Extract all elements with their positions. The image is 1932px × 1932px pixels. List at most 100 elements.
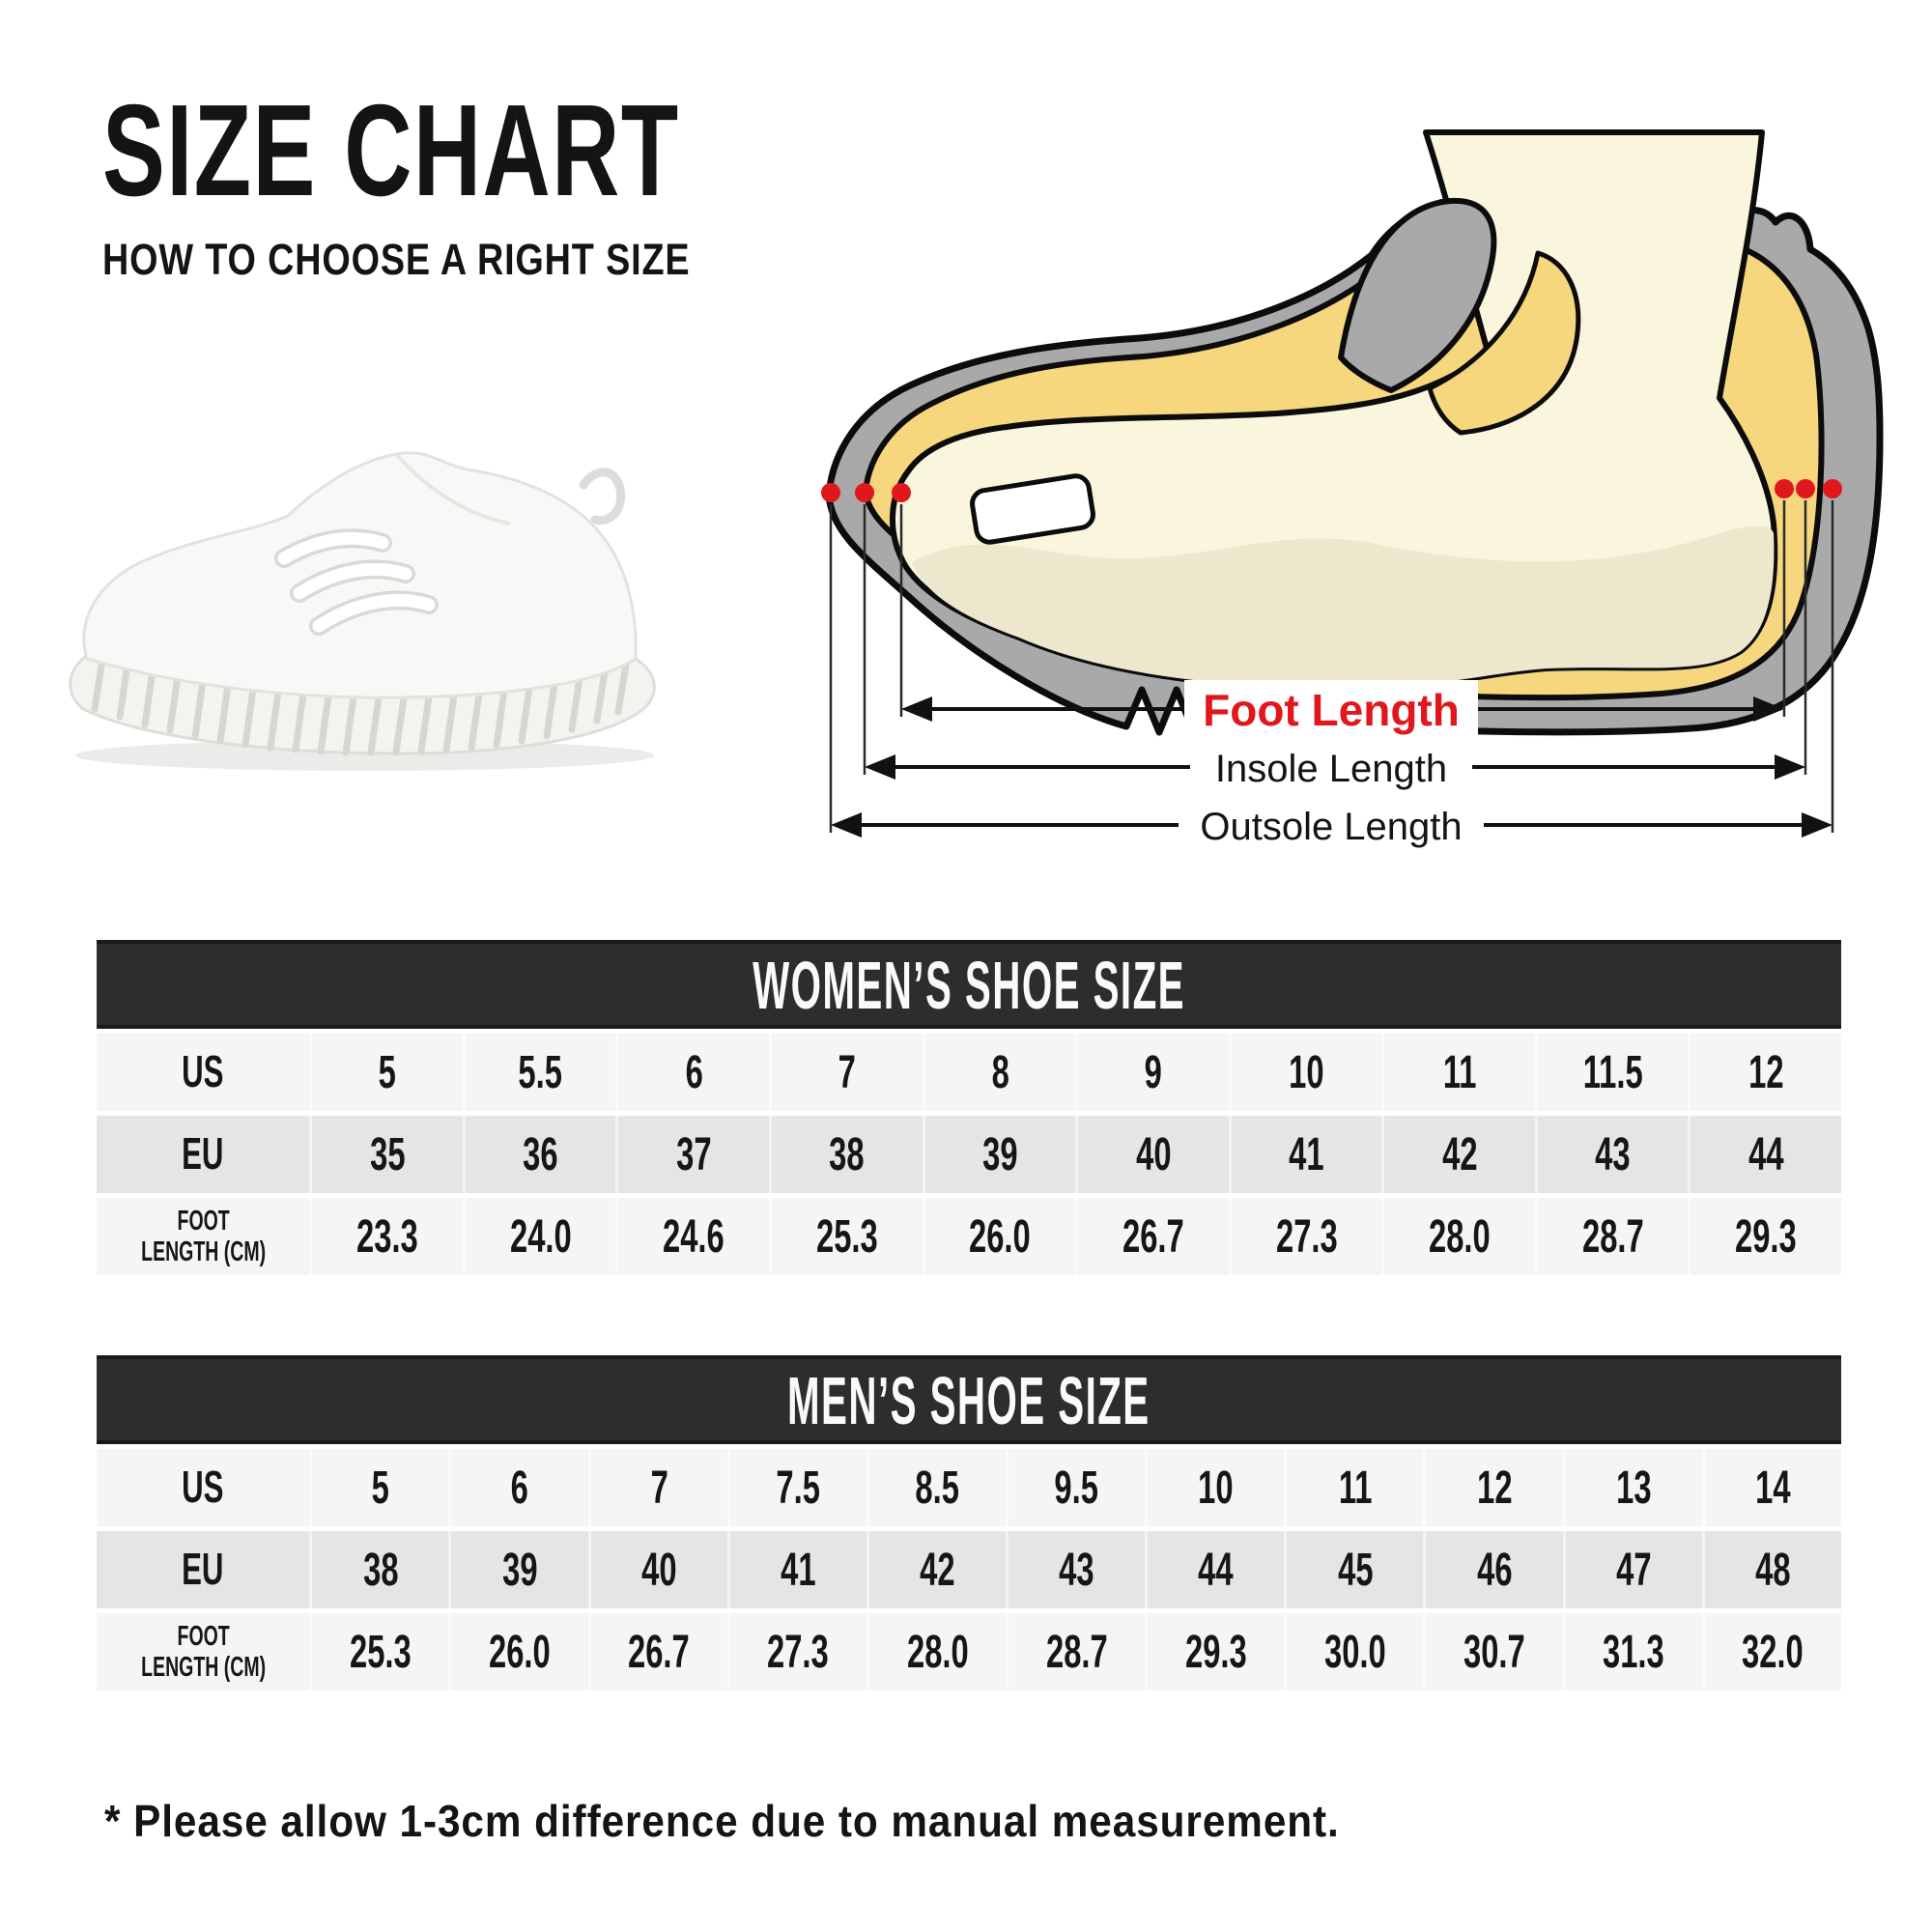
foot-length-arrowhead-right (1753, 696, 1784, 722)
size-cell: 28.7 (1006, 1613, 1146, 1690)
foot-diagram-illustration: Foot Length Insole Length Outsole Length (821, 129, 1884, 850)
marker-dot-foot-right (1775, 479, 1794, 498)
size-cell: 13 (1562, 1449, 1702, 1526)
size-cell: 39 (922, 1116, 1076, 1193)
size-cell: 9 (1075, 1034, 1229, 1111)
size-cell: 39 (448, 1531, 588, 1608)
size-cell: 23.3 (309, 1198, 463, 1275)
size-row: US 5 5.5 6 7 8 9 10 11 11.5 12 (97, 1034, 1841, 1111)
sneaker-collar-line (394, 452, 511, 526)
sneaker-sole-ribs (91, 655, 630, 756)
size-cell: 24.6 (615, 1198, 770, 1275)
page-subtitle: HOW TO CHOOSE A RIGHT SIZE (102, 235, 691, 284)
size-cell: 32.0 (1701, 1613, 1841, 1690)
header: SIZE CHART HOW TO CHOOSE A RIGHT SIZE (102, 85, 904, 285)
row-label: EU (97, 1531, 310, 1608)
size-cell: 28.0 (866, 1613, 1007, 1690)
size-cell: 48 (1701, 1531, 1841, 1608)
row-label: US (97, 1449, 310, 1526)
size-cell: 29.3 (1145, 1613, 1285, 1690)
insole-length-arrowhead-left (865, 754, 895, 780)
size-cell: 30.7 (1423, 1613, 1563, 1690)
size-cell: 11.5 (1534, 1034, 1689, 1111)
size-cell: 25.3 (309, 1613, 449, 1690)
mens-size-table-section: MEN’S SHOE SIZE US 5 6 7 7.5 8.5 9.5 10 11 12 13 14… (97, 1355, 1841, 1695)
size-cell: 24.0 (462, 1198, 616, 1275)
size-cell: 26.0 (448, 1613, 588, 1690)
size-row: US 5 6 7 7.5 8.5 9.5 10 11 12 13 14 (97, 1449, 1841, 1526)
sneaker-illustration (69, 451, 656, 771)
size-cell: 38 (309, 1531, 449, 1608)
size-row: EU 35 36 37 38 39 40 41 42 43 44 (97, 1116, 1841, 1193)
size-cell: 44 (1145, 1531, 1285, 1608)
womens-size-table: US 5 5.5 6 7 8 9 10 11 11.5 12 EU 35 36 37 38 39 40 41 42 43… (97, 1029, 1841, 1280)
insole-length-arrowhead-right (1775, 754, 1805, 780)
size-cell: 38 (769, 1116, 923, 1193)
toenail (970, 473, 1095, 545)
womens-table-header-bar: WOMEN’S SHOE SIZE (97, 940, 1841, 1029)
size-cell: 7 (587, 1449, 727, 1526)
marker-dot-insole-right (1796, 479, 1815, 498)
size-cell: 27.3 (726, 1613, 867, 1690)
measurement-disclaimer: * Please allow 1-3cm difference due to m… (104, 1796, 1340, 1846)
foot-length-label: Foot Length (1203, 685, 1460, 735)
size-cell: 5 (309, 1034, 463, 1111)
marker-dot-outsole-right (1823, 479, 1842, 498)
insole-length-label: Insole Length (1215, 748, 1447, 790)
collar-shape (1338, 197, 1497, 393)
womens-size-table-section: WOMEN’S SHOE SIZE US 5 5.5 6 7 8 9 10 11 11.5 12 EU… (97, 940, 1841, 1280)
sneaker-heel-tab (579, 468, 626, 526)
foot-length-label-bg (1184, 680, 1478, 736)
size-cell: 41 (1228, 1116, 1382, 1193)
size-cell: 6 (448, 1449, 588, 1526)
mens-size-table: US 5 6 7 7.5 8.5 9.5 10 11 12 13 14 EU 38 39 40 41 42 43 44… (97, 1444, 1841, 1695)
size-cell: 25.3 (769, 1198, 923, 1275)
size-cell: 31.3 (1562, 1613, 1702, 1690)
size-cell: 41 (726, 1531, 867, 1608)
foot-shading (912, 526, 1775, 688)
size-cell: 28.0 (1381, 1198, 1535, 1275)
size-cell: 42 (866, 1531, 1007, 1608)
marker-dot-outsole-left (821, 483, 840, 502)
size-cell: 30.0 (1284, 1613, 1424, 1690)
size-cell: 44 (1688, 1116, 1841, 1193)
size-cell: 46 (1423, 1531, 1563, 1608)
size-cell: 5.5 (462, 1034, 616, 1111)
insole-length-label-bg (1190, 742, 1472, 792)
size-row: FOOT LENGTH (CM) 25.3 26.0 26.7 27.3 28.0 28.7… (97, 1613, 1841, 1690)
size-cell: 40 (587, 1531, 727, 1608)
size-cell: 11 (1284, 1449, 1424, 1526)
measurement-guides (829, 500, 1834, 833)
womens-table-title: WOMEN’S SHOE SIZE (753, 946, 1185, 1023)
size-cell: 42 (1381, 1116, 1535, 1193)
size-row: FOOT LENGTH (CM) 23.3 24.0 24.6 25.3 26.0 26.7… (97, 1198, 1841, 1275)
size-cell: 27.3 (1228, 1198, 1382, 1275)
size-cell: 5 (309, 1449, 449, 1526)
size-cell: 7.5 (726, 1449, 867, 1526)
row-label: US (97, 1034, 310, 1111)
size-cell: 26.7 (1075, 1198, 1229, 1275)
size-cell: 8.5 (866, 1449, 1007, 1526)
size-cell: 12 (1423, 1449, 1563, 1526)
sneaker-laces (277, 531, 436, 633)
size-cell: 47 (1562, 1531, 1702, 1608)
outsole-length-label-bg (1179, 800, 1484, 850)
size-cell: 10 (1228, 1034, 1382, 1111)
outsole-length-arrowhead-right (1802, 812, 1833, 838)
size-cell: 40 (1075, 1116, 1229, 1193)
size-cell: 14 (1701, 1449, 1841, 1526)
marker-dot-insole-left (855, 483, 874, 502)
size-row: EU 38 39 40 41 42 43 44 45 46 47 48 (97, 1531, 1841, 1608)
size-cell: 10 (1145, 1449, 1285, 1526)
size-cell: 9.5 (1006, 1449, 1146, 1526)
sneaker-product-image (56, 369, 713, 789)
size-cell: 8 (922, 1034, 1076, 1111)
row-label: FOOT LENGTH (CM) (97, 1613, 310, 1690)
size-cell: 26.0 (922, 1198, 1076, 1275)
size-cell: 43 (1006, 1531, 1146, 1608)
size-cell: 35 (309, 1116, 463, 1193)
size-cell: 37 (615, 1116, 770, 1193)
outsole-length-arrowhead-left (831, 812, 862, 838)
size-cell: 7 (769, 1034, 923, 1111)
size-cell: 26.7 (587, 1613, 727, 1690)
